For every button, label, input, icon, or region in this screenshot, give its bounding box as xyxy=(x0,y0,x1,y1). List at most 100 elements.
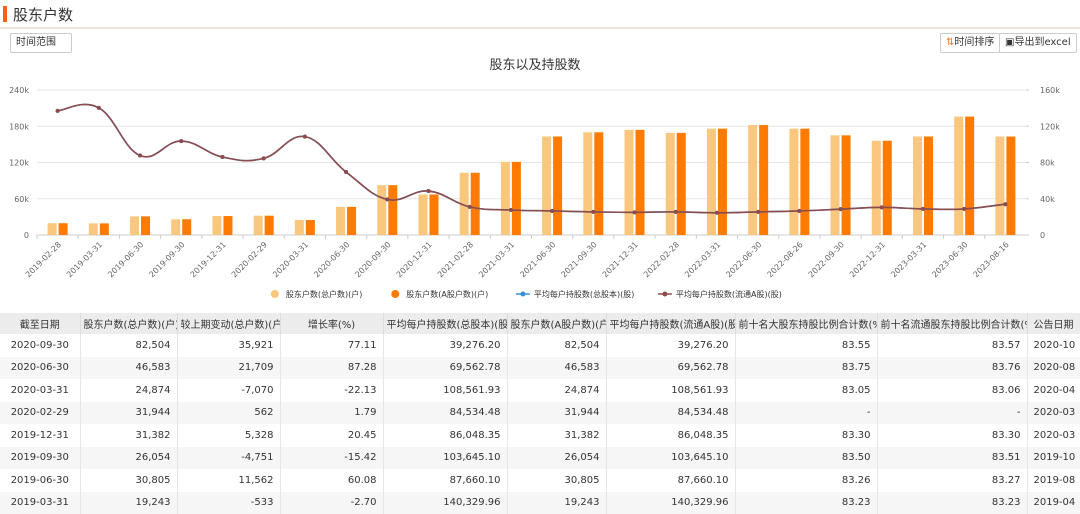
column-header: 较上期变动(总户数)(户) xyxy=(177,313,280,334)
table-cell: 20.45 xyxy=(280,424,383,447)
column-header: 增长率(%) xyxy=(280,313,383,334)
bar xyxy=(883,141,892,235)
x-tick-label: 2021-06-30 xyxy=(518,240,557,279)
table-cell: 11,562 xyxy=(177,469,280,492)
table-cell: 83.06 xyxy=(877,379,1027,402)
line-point xyxy=(633,210,637,214)
table-cell: 31,944 xyxy=(80,402,177,425)
column-header: 平均每户持股数(流通A股)(股) xyxy=(606,313,735,334)
line-point xyxy=(97,106,101,110)
table-header: 截至日期股东户数(总户数)(户)较上期变动(总户数)(户)增长率(%)平均每户持… xyxy=(0,313,1080,334)
line-point xyxy=(344,170,348,174)
legend-label: 平均每户持股数(流通A股)(股) xyxy=(676,289,782,299)
y-tick-label: 180k xyxy=(9,122,29,131)
bar xyxy=(212,216,221,235)
table-cell: 26,054 xyxy=(507,447,606,470)
table-cell: 46,583 xyxy=(507,357,606,380)
bar xyxy=(471,173,480,235)
column-header: 截至日期 xyxy=(0,313,80,334)
bar xyxy=(182,219,191,235)
column-header: 公告日期 xyxy=(1027,313,1080,334)
x-tick-label: 2022-02-28 xyxy=(642,240,681,279)
table-cell: 87,660.10 xyxy=(606,469,735,492)
legend-label: 平均每户持股数(总股本)(股) xyxy=(534,289,634,299)
x-tick-label: 2020-03-31 xyxy=(271,240,310,279)
table-cell: 83.51 xyxy=(877,447,1027,470)
x-tick-label: 2019-12-31 xyxy=(189,240,228,279)
bar xyxy=(800,129,809,235)
table-cell: 69,562.78 xyxy=(383,357,507,380)
table-cell: 83.75 xyxy=(735,357,877,380)
y2-tick-label: 120k xyxy=(1040,122,1060,131)
table-cell: 103,645.10 xyxy=(606,447,735,470)
table-cell: 108,561.93 xyxy=(606,379,735,402)
bar xyxy=(924,137,933,235)
table-cell: 83.55 xyxy=(735,334,877,357)
bar xyxy=(542,137,551,235)
table-cell: 2019-08 xyxy=(1027,469,1080,492)
table-cell: 31,382 xyxy=(507,424,606,447)
bar xyxy=(306,220,315,235)
bar xyxy=(831,135,840,235)
column-header: 前十名大股东持股比例合计数(%) xyxy=(735,313,877,334)
line-point xyxy=(1003,202,1007,206)
y2-tick-label: 80k xyxy=(1040,159,1055,168)
y2-tick-label: 40k xyxy=(1040,195,1055,204)
table-cell: 140,329.96 xyxy=(606,492,735,514)
bar xyxy=(995,137,1004,235)
x-tick-label: 2022-09-30 xyxy=(807,240,846,279)
bar xyxy=(636,130,645,235)
line xyxy=(58,104,1006,212)
x-tick-label: 2020-02-29 xyxy=(230,240,269,279)
y-tick-label: 120k xyxy=(9,159,29,168)
table-cell: 31,944 xyxy=(507,402,606,425)
column-header: 股东户数(A股户数)(户) xyxy=(507,313,606,334)
table-cell: 2020-03 xyxy=(1027,402,1080,425)
bar xyxy=(388,185,397,235)
table-cell: 21,709 xyxy=(177,357,280,380)
bar xyxy=(89,223,98,235)
x-tick-label: 2020-06-30 xyxy=(312,240,351,279)
table-cell: -22.13 xyxy=(280,379,383,402)
table-cell: 82,504 xyxy=(80,334,177,357)
bar xyxy=(512,162,521,235)
x-tick-label: 2021-09-30 xyxy=(559,240,598,279)
table-cell: 83.27 xyxy=(877,469,1027,492)
bar xyxy=(1006,137,1015,235)
table-cell: 87,660.10 xyxy=(383,469,507,492)
line xyxy=(58,104,1006,212)
x-tick-label: 2023-03-31 xyxy=(889,240,928,279)
chart-title: 股东以及持股数 xyxy=(489,58,580,73)
bar xyxy=(842,135,851,235)
table-cell: 30,805 xyxy=(80,469,177,492)
line-point xyxy=(468,205,472,209)
bar xyxy=(130,216,139,235)
bar xyxy=(954,117,963,235)
table-cell: 2020-08 xyxy=(1027,357,1080,380)
table-cell: 83.23 xyxy=(877,492,1027,514)
table-cell: 77.11 xyxy=(280,334,383,357)
line-point xyxy=(179,139,183,143)
table-cell: 2019-10 xyxy=(1027,447,1080,470)
line-point xyxy=(921,207,925,211)
legend-label: 股东户数(A股户数)(户) xyxy=(406,289,488,299)
x-tick-label: 2021-12-31 xyxy=(601,240,640,279)
table-cell: 84,534.48 xyxy=(383,402,507,425)
line-point xyxy=(674,210,678,214)
x-tick-label: 2020-12-31 xyxy=(395,240,434,279)
table-cell: 2019-09-30 xyxy=(0,447,80,470)
line-point xyxy=(56,109,60,113)
table-cell: 83.23 xyxy=(735,492,877,514)
table-cell: 82,504 xyxy=(507,334,606,357)
table-cell: 46,583 xyxy=(80,357,177,380)
table-cell: 30,805 xyxy=(507,469,606,492)
table-cell: 26,054 xyxy=(80,447,177,470)
table-cell: 83.05 xyxy=(735,379,877,402)
table-cell: 24,874 xyxy=(507,379,606,402)
bar xyxy=(707,129,716,235)
table-cell: 2020-06-30 xyxy=(0,357,80,380)
table-cell: 83.76 xyxy=(877,357,1027,380)
